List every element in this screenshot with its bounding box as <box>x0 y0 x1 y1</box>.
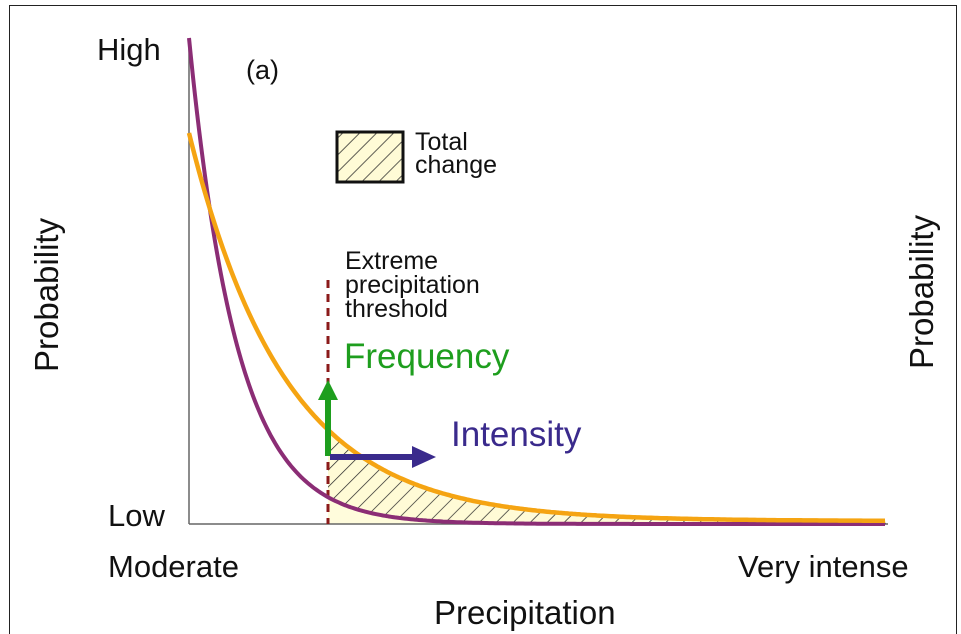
y-low-label: Low <box>108 498 165 533</box>
legend-label: Total change <box>415 128 498 179</box>
total-change-hatched-area <box>328 429 886 524</box>
panel-label: (a) <box>246 55 279 85</box>
threshold-line-2: precipitation <box>345 270 480 299</box>
purple-distribution-curve <box>187 37 885 526</box>
figure-border <box>9 5 957 634</box>
intensity-arrow <box>330 446 436 468</box>
y-axis-label-left: Probability <box>28 217 65 372</box>
orange-distribution-curve <box>186 132 885 523</box>
x-left-label: Moderate <box>108 549 239 584</box>
frequency-label: Frequency <box>344 337 510 376</box>
purple-tail-fill <box>328 497 886 524</box>
y-high-label: High <box>97 32 161 67</box>
intensity-label: Intensity <box>451 415 582 454</box>
y-axis-label-right: Probability <box>903 214 940 369</box>
legend-line-2: change <box>415 151 498 179</box>
legend-hatch-swatch <box>335 130 405 184</box>
legend-line-1: Total <box>415 128 468 156</box>
x-axis-label: Precipitation <box>434 594 616 631</box>
threshold-line-3: threshold <box>345 294 448 323</box>
threshold-label: Extreme precipitation threshold <box>345 247 480 323</box>
frequency-arrow <box>318 380 338 456</box>
x-right-label: Very intense <box>738 549 909 584</box>
threshold-line-1: Extreme <box>345 247 439 275</box>
